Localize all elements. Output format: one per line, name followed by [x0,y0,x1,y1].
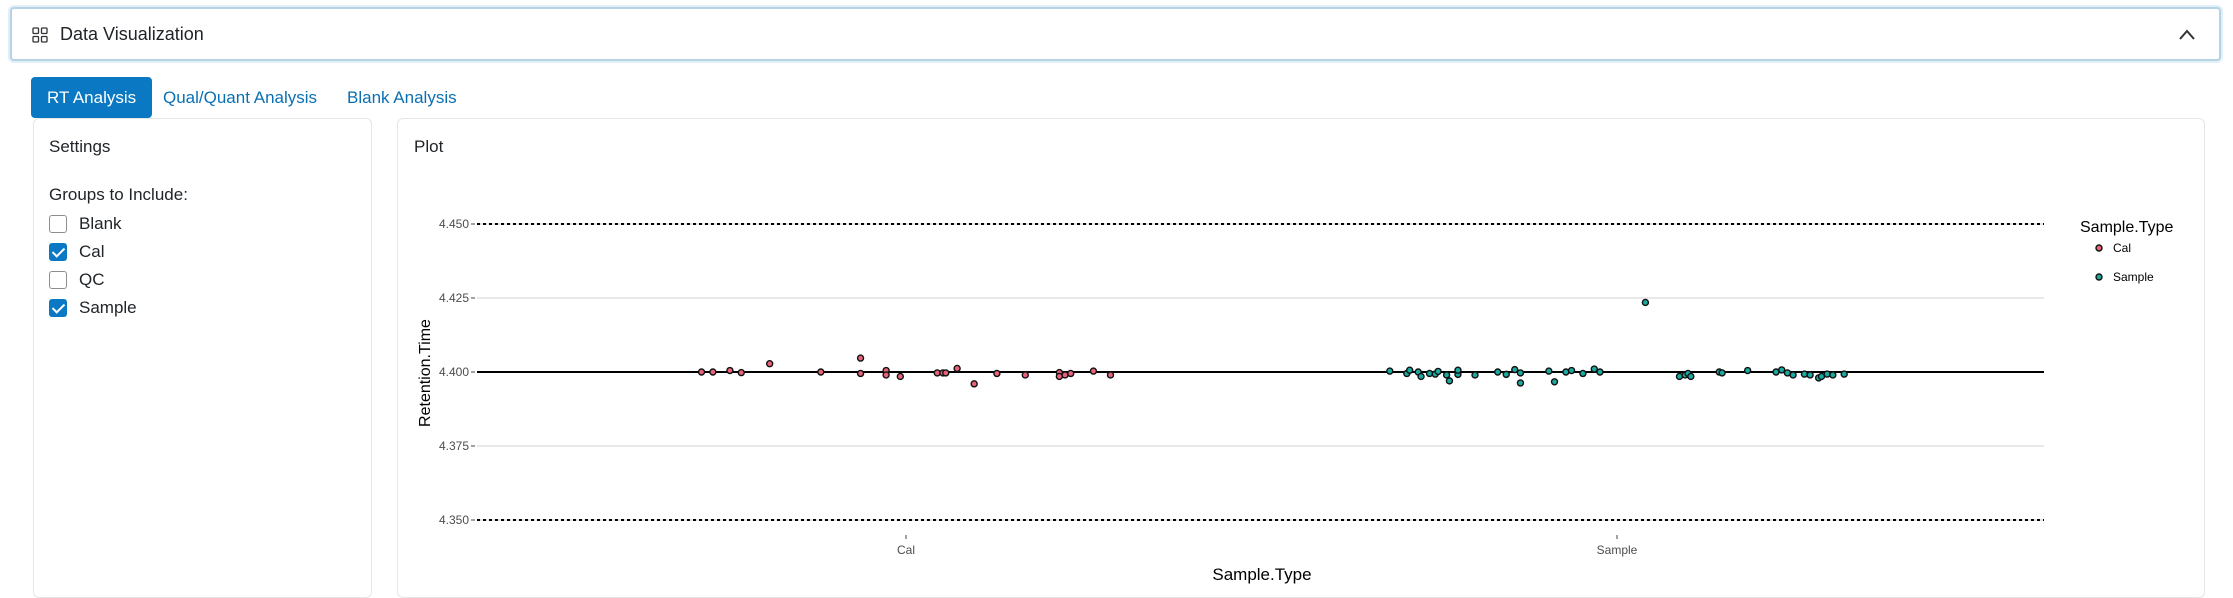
settings-panel: Settings Groups to Include: Blank Cal QC… [33,118,372,598]
point-cal [970,380,978,388]
point-sample [1743,366,1752,375]
point-sample [1445,377,1454,385]
legend-key-cal [2095,244,2103,252]
point-cal [882,371,890,379]
groups-label: Groups to Include: [49,185,188,204]
checkbox-qc-box[interactable] [49,271,67,289]
y-tick-label: 4.450 [439,217,469,231]
point-sample [1434,367,1442,376]
checkbox-cal-label: Cal [79,242,105,261]
point-sample [1829,371,1837,379]
checkbox-cal[interactable]: Cal [49,241,105,263]
checkbox-sample-label: Sample [79,298,137,317]
rt-scatter-chart: 4.350 4.375 4.400 4.425 4.450 Cal Sample Samp… [417,217,2173,584]
point-sample [1511,365,1519,374]
point-cal [942,369,950,377]
x-axis-label: Sample.Type [1212,565,1311,584]
point-cal [953,364,961,373]
point-cal [737,368,745,377]
y-tick-label: 4.375 [439,439,469,453]
chevron-up-icon[interactable] [2177,25,2197,45]
point-sample [1442,371,1451,379]
tab-blank-analysis[interactable]: Blank Analysis [347,88,457,107]
point-sample [1471,371,1479,379]
point-cal [765,360,774,368]
chart-points [697,298,1848,388]
point-sample [1840,370,1848,378]
point-cal [993,369,1001,378]
checkbox-qc-label: QC [79,270,105,289]
point-cal [856,369,865,378]
point-cal [1089,367,1098,375]
point-sample [1778,366,1786,374]
point-sample [1545,367,1553,375]
y-tick-label: 4.400 [439,365,469,379]
point-sample [1718,369,1726,377]
tab-rt-analysis[interactable]: RT Analysis [31,77,153,118]
checkbox-qc[interactable]: QC [49,269,105,291]
tab-qual-quant-analysis[interactable]: Qual/Quant Analysis [163,88,318,107]
header-title: Data Visualization [60,24,204,44]
settings-title: Settings [49,137,111,156]
point-sample [1550,378,1559,386]
point-cal [1067,369,1075,378]
point-cal [1021,371,1029,379]
point-sample [1806,371,1814,379]
point-sample [1405,366,1414,374]
point-sample [1596,368,1604,376]
point-sample [1516,369,1525,377]
x-axis-ticks: Cal Sample [897,535,1638,557]
legend-label-cal: Cal [2113,241,2131,255]
point-sample [1567,366,1576,375]
y-tick-label: 4.425 [439,291,469,305]
point-sample [1789,371,1797,379]
x-tick-label: Cal [897,543,915,557]
point-sample [1579,369,1587,378]
grid-icon [32,27,48,43]
point-cal [726,366,734,375]
point-cal [1106,371,1115,379]
point-sample [1590,365,1598,373]
data-visualization-header[interactable]: Data Visualization [10,7,2221,61]
chart-legend: Sample.Type Cal Sample [2080,219,2173,284]
legend-title: Sample.Type [2080,219,2173,236]
point-sample [1502,370,1510,379]
legend-label-sample: Sample [2113,270,2154,284]
plot-title: Plot [414,137,444,156]
checkbox-blank-label: Blank [79,214,122,233]
x-tick-label: Sample [1597,543,1638,557]
legend-key-sample [2095,273,2103,281]
y-axis-label: Retention.Time [417,319,434,427]
checkbox-sample[interactable]: Sample [49,297,137,319]
y-axis-ticks: 4.350 4.375 4.400 4.425 4.450 [439,217,475,527]
point-sample [1494,368,1502,376]
point-sample [1386,367,1394,375]
point-sample [1641,298,1650,307]
checkbox-blank-box[interactable] [49,215,67,233]
point-sample [1454,366,1462,374]
y-tick-label: 4.350 [439,513,469,527]
checkbox-blank[interactable]: Blank [49,213,122,235]
point-sample [1417,372,1425,381]
point-cal [896,372,905,381]
checkbox-sample-box[interactable] [49,299,67,317]
point-cal [697,368,706,376]
point-cal [856,354,865,362]
point-cal [817,368,825,376]
point-sample [1516,379,1525,387]
point-cal [709,368,717,376]
checkbox-cal-box[interactable] [49,243,67,261]
point-sample [1687,372,1695,381]
